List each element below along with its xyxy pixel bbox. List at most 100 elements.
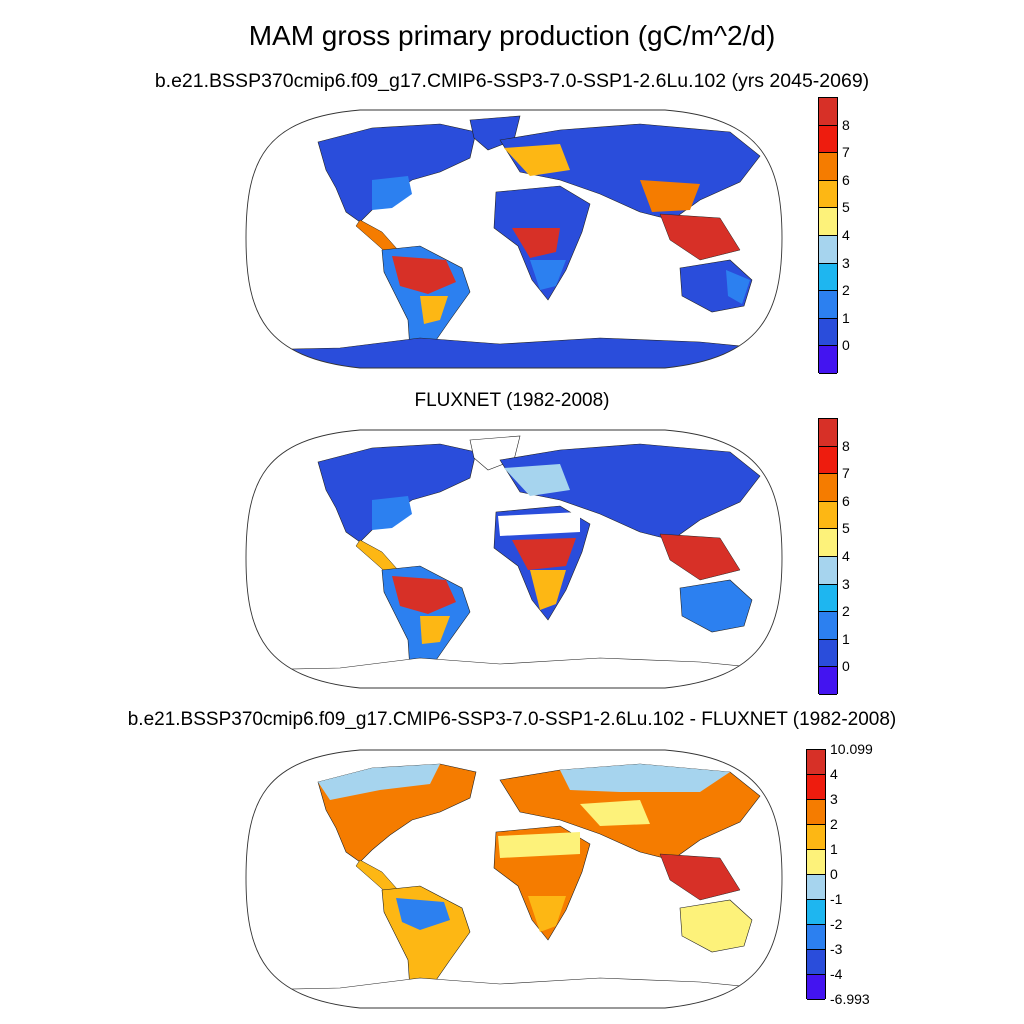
- colorbar-tick-label: 2: [842, 282, 850, 299]
- panel-title-obs: FLUXNET (1982-2008): [414, 390, 610, 411]
- colorbar-swatch: [819, 612, 837, 640]
- colorbar-tick-label: -6.993: [830, 991, 870, 1007]
- colorbar-tick-label: 4: [830, 766, 838, 782]
- colorbar-swatch: [807, 875, 825, 900]
- colorbar-swatch: [807, 950, 825, 975]
- colorbar-obs: [818, 418, 838, 695]
- region-siberia: [560, 764, 730, 792]
- region-east-asia: [640, 180, 700, 212]
- region-eastern-na: [372, 176, 412, 210]
- landmass-antarctica: [246, 337, 782, 368]
- colorbar-tick-label: 7: [842, 144, 850, 161]
- colorbar-swatch: [819, 125, 837, 154]
- colorbar-tick-label: 2: [830, 816, 838, 832]
- colorbar-swatch: [819, 529, 837, 557]
- map-panel-model: [245, 109, 783, 369]
- colorbar-swatch: [807, 900, 825, 925]
- landmass-eurasia: [499, 443, 761, 541]
- colorbar-tick-label: 5: [842, 199, 850, 216]
- region-sahara-nodata: [498, 512, 580, 536]
- colorbar-swatch: [807, 775, 825, 800]
- colorbar-tick-label: -2: [830, 916, 843, 932]
- region-southeast-asia: [659, 533, 741, 581]
- region-amazon: [392, 576, 456, 614]
- colorbar-swatch: [807, 850, 825, 875]
- colorbar-tick-label: 0: [842, 658, 850, 675]
- colorbar-swatch: [819, 419, 837, 447]
- region-europe: [504, 144, 570, 176]
- region-sahara: [498, 832, 580, 858]
- region-europe: [504, 464, 570, 496]
- colorbar-swatch: [819, 501, 837, 530]
- colorbar-swatch: [819, 639, 837, 668]
- colorbar-tick-label: 0: [842, 337, 850, 354]
- region-southern-africa: [530, 570, 566, 610]
- colorbar-swatch: [807, 825, 825, 850]
- colorbar-swatch: [819, 236, 837, 264]
- colorbar-swatch: [819, 98, 837, 126]
- colorbar-swatch: [807, 800, 825, 825]
- region-central-asia: [580, 800, 650, 826]
- map-panel-diff: [245, 749, 783, 1009]
- colorbar-swatch: [819, 263, 837, 292]
- region-brazil-south: [420, 616, 450, 644]
- colorbar-tick-label: 6: [842, 492, 850, 509]
- colorbar-tick-label: 7: [842, 465, 850, 482]
- colorbar-tick-label: 0: [830, 866, 838, 882]
- colorbar-swatch: [819, 153, 837, 181]
- region-amazon: [396, 898, 450, 930]
- landmass-north-america: [317, 443, 477, 543]
- colorbar-swatch: [819, 667, 837, 695]
- colorbar-swatch: [807, 925, 825, 950]
- figure-title: MAM gross primary production (gC/m^2/d): [248, 20, 776, 51]
- colorbar-tick-label: 10.099: [830, 741, 873, 757]
- region-southern-africa: [530, 260, 566, 290]
- colorbar-tick-label: 4: [842, 548, 850, 564]
- colorbar-swatch: [819, 446, 837, 475]
- colorbar-tick-label: 4: [842, 227, 850, 243]
- colorbar-tick-label: 2: [842, 603, 850, 620]
- region-amazon: [392, 256, 456, 294]
- colorbar-swatch: [819, 208, 837, 236]
- colorbar-model: [818, 97, 838, 374]
- colorbar-diff: [806, 749, 826, 1000]
- colorbar-tick-label: -4: [830, 966, 843, 982]
- colorbar-swatch: [819, 318, 837, 347]
- colorbar-tick-label: 1: [830, 841, 838, 857]
- region-central-africa: [512, 228, 560, 258]
- landmass-antarctica: [246, 977, 782, 1008]
- map-panel-obs: [245, 429, 783, 689]
- colorbar-tick-label: 1: [842, 309, 850, 326]
- region-brazil-south: [420, 296, 448, 324]
- colorbar-tick-label: -3: [830, 941, 843, 957]
- colorbar-swatch: [819, 557, 837, 585]
- region-southeast-asia: [659, 853, 741, 901]
- colorbar-swatch: [819, 584, 837, 613]
- region-eastern-na: [372, 496, 412, 530]
- colorbar-tick-label: 3: [842, 575, 850, 592]
- region-southern-africa: [528, 896, 566, 932]
- landmass-australia: [679, 579, 753, 633]
- colorbar-swatch: [819, 180, 837, 209]
- region-southeast-asia: [659, 213, 741, 261]
- colorbar-tick-label: 8: [842, 116, 850, 133]
- colorbar-tick-label: 8: [842, 437, 850, 454]
- colorbar-swatch: [807, 750, 825, 775]
- colorbar-tick-label: 1: [842, 630, 850, 647]
- colorbar-swatch: [819, 291, 837, 319]
- colorbar-swatch: [819, 346, 837, 374]
- colorbar-swatch: [807, 975, 825, 1000]
- landmass-antarctica: [246, 657, 782, 688]
- colorbar-tick-label: -1: [830, 891, 843, 907]
- colorbar-tick-label: 5: [842, 520, 850, 537]
- panel-title-diff: b.e21.BSSP370cmip6.f09_g17.CMIP6-SSP3-7.…: [127, 709, 897, 730]
- region-na-north: [318, 764, 440, 800]
- colorbar-tick-label: 3: [830, 791, 838, 807]
- colorbar-tick-label: 3: [842, 254, 850, 271]
- colorbar-tick-label: 6: [842, 171, 850, 188]
- panel-title-model: b.e21.BSSP370cmip6.f09_g17.CMIP6-SSP3-7.…: [154, 70, 870, 92]
- landmass-australia: [679, 899, 753, 953]
- colorbar-swatch: [819, 474, 837, 502]
- region-central-africa: [512, 538, 576, 570]
- landmass-north-america: [317, 123, 477, 223]
